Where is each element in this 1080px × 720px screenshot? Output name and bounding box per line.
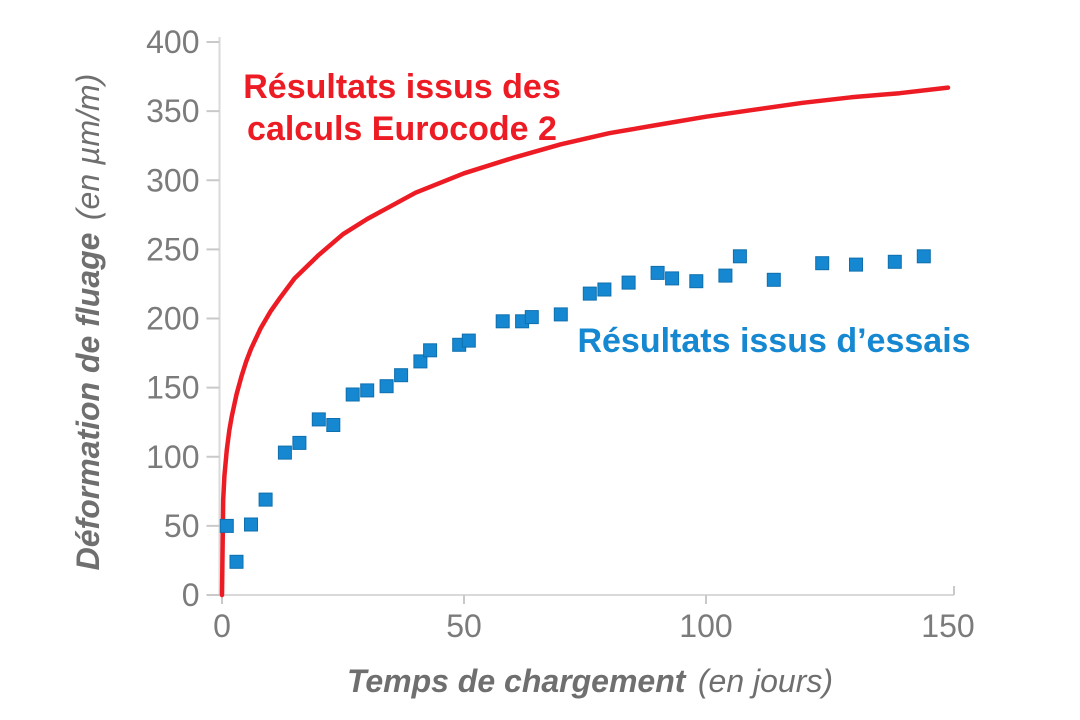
data-point (394, 368, 409, 383)
y-tick-label: 100 (146, 439, 199, 475)
y-tick-label: 300 (146, 162, 199, 198)
data-point (495, 314, 510, 329)
data-point (718, 268, 733, 283)
x-axis-title-bold: Temps de chargement (347, 663, 687, 699)
annotation-eurocode-line2: calculs Eurocode 2 (247, 110, 557, 148)
essais-scatter-points (219, 249, 931, 569)
data-point (379, 379, 394, 394)
data-point (815, 256, 830, 271)
x-tick-label: 0 (213, 608, 231, 644)
data-point (621, 275, 636, 290)
y-tick-label: 0 (182, 577, 200, 613)
data-point (665, 271, 680, 286)
y-tick-label: 350 (146, 93, 199, 129)
data-point (732, 249, 747, 264)
y-axis-title: Déformation de fluage (en µm/m) (70, 74, 106, 571)
data-point (582, 286, 597, 301)
axes-layer: 0 50 100 150 0 50 100 150 200 250 300 350 400 (146, 24, 975, 644)
x-axis-title-unit: (en jours) (698, 663, 833, 699)
data-point (461, 333, 476, 348)
data-point (916, 249, 931, 264)
data-point (553, 307, 568, 322)
x-tick-label: 100 (679, 608, 732, 644)
data-point (244, 517, 258, 532)
y-tick-label: 250 (146, 231, 199, 267)
y-tick-label: 200 (146, 301, 199, 337)
data-point (326, 418, 341, 432)
data-point (277, 445, 292, 460)
data-point (219, 518, 234, 533)
data-point (849, 257, 863, 272)
data-point (524, 310, 539, 325)
x-tick-label: 150 (921, 608, 974, 644)
data-point (689, 274, 704, 289)
annotation-essais: Résultats issus d’essais (577, 322, 970, 360)
y-axis-title-unit: (en µm/m) (70, 74, 106, 220)
y-tick-label: 150 (146, 370, 199, 406)
data-point (292, 435, 307, 450)
x-tick-label: 50 (446, 608, 482, 644)
data-point (887, 254, 902, 269)
x-axis-title: Temps de chargement (en jours) (347, 663, 833, 699)
data-point (423, 343, 438, 358)
y-tick-label: 400 (146, 24, 199, 60)
data-point (650, 265, 665, 280)
data-point (597, 282, 612, 297)
annotation-eurocode-line1: Résultats issus des (243, 68, 560, 106)
data-point (345, 387, 360, 402)
data-point (311, 412, 326, 427)
data-point (229, 554, 244, 569)
y-axis-title-bold: Déformation de fluage (70, 233, 106, 571)
data-point (360, 383, 375, 398)
data-point (766, 272, 781, 287)
data-point (413, 354, 428, 369)
data-point (258, 492, 273, 507)
eurocode-curve-line (219, 85, 951, 598)
y-tick-label: 50 (164, 508, 200, 544)
